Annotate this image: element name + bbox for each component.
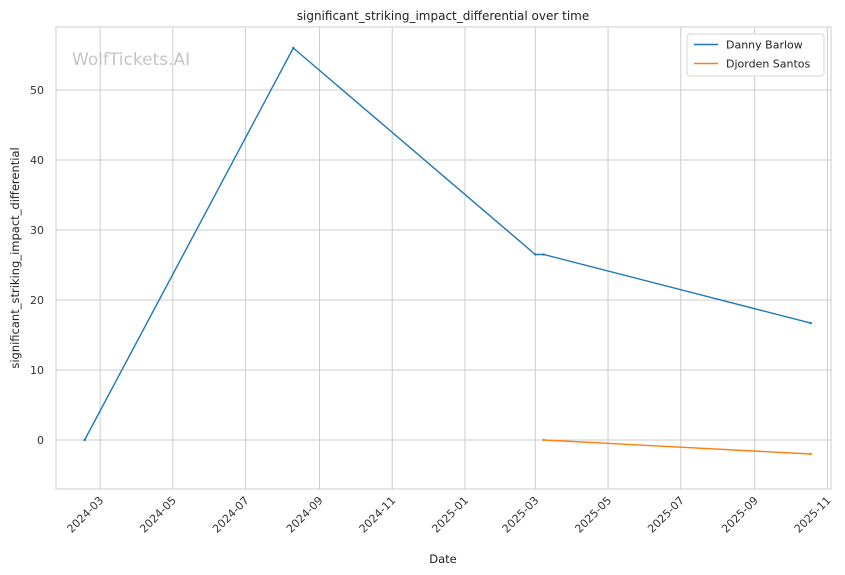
x-tick-label: 2025-09 xyxy=(719,494,761,536)
x-tick-label: 2025-11 xyxy=(792,494,834,536)
y-tick-label: 30 xyxy=(30,224,44,237)
series-layer xyxy=(83,46,812,456)
legend-box xyxy=(686,33,825,77)
data-point-danny-barlow xyxy=(809,321,812,325)
y-axis-label: significant_striking_impact_differential xyxy=(8,147,22,368)
y-tick-label: 40 xyxy=(30,154,44,167)
data-point-danny-barlow xyxy=(292,46,295,50)
x-tick-label: 2024-07 xyxy=(210,494,252,536)
legend-label-djorden-santos: Djorden Santos xyxy=(726,58,811,71)
chart-title: significant_striking_impact_differential… xyxy=(297,9,589,23)
y-tick-label: 20 xyxy=(30,294,44,307)
plot-background xyxy=(56,27,831,489)
data-point-danny-barlow xyxy=(534,253,537,256)
x-axis-label: Date xyxy=(429,552,457,566)
watermark: WolfTickets.AI xyxy=(72,50,190,70)
x-tick-label: 2025-01 xyxy=(429,494,471,536)
x-gridlines xyxy=(99,27,828,489)
data-point-danny-barlow xyxy=(542,253,545,256)
x-tick-label: 2025-03 xyxy=(500,494,542,536)
x-tick-label: 2024-09 xyxy=(284,494,326,536)
plot-frame xyxy=(55,26,832,490)
data-point-djorden-santos xyxy=(542,438,545,442)
x-tick-label: 2024-03 xyxy=(65,494,107,536)
x-tick-labels: 2024-03 2024-05 2024-07 2024-09 2024-11 2025-… xyxy=(65,494,834,536)
x-tick-label: 2025-05 xyxy=(572,494,614,536)
data-point-danny-barlow xyxy=(83,438,86,442)
x-tick-label: 2025-07 xyxy=(645,494,687,536)
legend: Danny Barlow Djorden Santos xyxy=(686,33,825,77)
y-gridlines xyxy=(56,89,831,441)
legend-label-danny-barlow: Danny Barlow xyxy=(726,39,803,52)
y-tick-label: 0 xyxy=(37,434,44,447)
x-tick-label: 2024-05 xyxy=(137,494,179,536)
y-tick-label: 50 xyxy=(30,84,44,97)
data-point-djorden-santos xyxy=(809,452,812,456)
x-tick-label: 2024-11 xyxy=(357,494,399,536)
y-tick-labels: 0 10 20 30 40 50 xyxy=(30,84,44,447)
y-tick-label: 10 xyxy=(30,364,44,377)
series-line-djorden-santos xyxy=(543,439,811,455)
